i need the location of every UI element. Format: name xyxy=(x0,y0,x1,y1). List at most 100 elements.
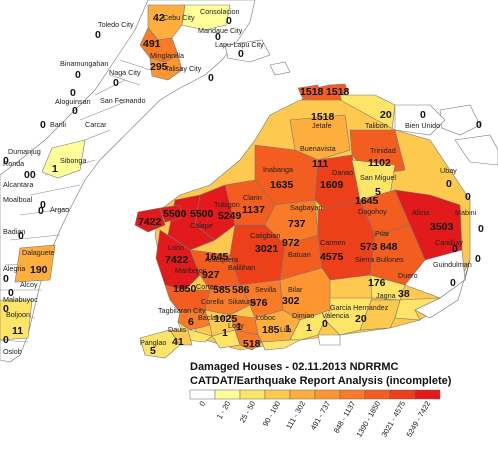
legend-swatch xyxy=(239,389,266,400)
place-label: Batuan xyxy=(288,250,311,259)
place-label: Sagbayan xyxy=(290,203,322,212)
place-label: Tubigon xyxy=(214,200,240,209)
value-label: 5500 xyxy=(163,208,187,220)
place-label: Ronda xyxy=(3,159,24,168)
legend-label: 90 - 100 xyxy=(261,400,283,428)
place-label: Sevilla xyxy=(255,285,276,294)
calape-island xyxy=(159,204,183,223)
value-label: 0 xyxy=(465,191,471,203)
value-label: 573 xyxy=(360,241,378,253)
value-label: 38 xyxy=(398,288,410,300)
legend-swatch xyxy=(414,389,441,400)
value-label: 1 xyxy=(285,323,291,335)
value-label: 927 xyxy=(202,269,220,281)
value-label: 1025 xyxy=(214,313,238,325)
valencia-area xyxy=(317,334,341,346)
value-label: 1645 xyxy=(205,251,229,263)
place-label: Jagna xyxy=(376,291,396,300)
place-label: San Miguel xyxy=(360,173,396,182)
legend-swatch xyxy=(389,389,416,400)
value-label: 4575 xyxy=(320,251,344,263)
value-label: 0 xyxy=(72,105,78,117)
place-label: Guindulman xyxy=(433,260,472,269)
legend-label: 5249 - 7422 xyxy=(404,400,432,439)
place-label: Malabuyoc xyxy=(3,295,38,304)
bien-unido-area xyxy=(394,104,446,136)
legend-swatch xyxy=(364,389,391,400)
value-label: 518 xyxy=(243,338,261,350)
place-label: Dalaguete xyxy=(22,248,55,257)
place-label: Minglanilla xyxy=(150,51,184,60)
value-label: 1137 xyxy=(242,204,265,216)
place-label: Badian xyxy=(3,227,25,236)
value-label: 1 xyxy=(222,327,228,339)
place-label: Trinidad xyxy=(370,146,396,155)
value-label: 1518 xyxy=(311,111,335,123)
place-label: Ubay xyxy=(440,166,457,175)
value-label: 302 xyxy=(282,295,300,307)
place-label: Antequera xyxy=(205,255,238,264)
place-label: Dauis xyxy=(168,325,187,334)
value-label: 0 xyxy=(3,273,9,285)
place-label: Mabini xyxy=(455,208,477,217)
loon-island-west xyxy=(134,207,166,233)
value-label: 5 xyxy=(150,345,156,357)
value-label: 0 xyxy=(95,29,101,41)
place-label: Catigbian xyxy=(250,231,280,240)
value-label: 295 xyxy=(150,61,168,73)
place-label: Barili xyxy=(50,120,66,129)
value-label: 190 xyxy=(30,264,48,276)
value-label: 0 xyxy=(3,303,9,315)
value-label: 0 xyxy=(70,87,76,99)
value-label: 41 xyxy=(172,336,184,348)
place-label: San Fernando xyxy=(100,96,146,105)
value-label: 972 xyxy=(282,237,300,249)
lila-area xyxy=(261,339,301,351)
place-label: Consolacion xyxy=(200,7,240,16)
value-label: 0 xyxy=(40,199,46,211)
sibonga-area xyxy=(41,139,86,179)
legend-swatch xyxy=(339,389,366,400)
cortes-area xyxy=(177,309,211,331)
panglao-island xyxy=(139,329,181,359)
place-label: Dagohoy xyxy=(358,207,387,216)
legend-label: 1390 - 1850 xyxy=(354,400,382,439)
value-label: 0 xyxy=(476,119,482,131)
place-label: Alegria xyxy=(3,264,25,273)
place-label: Loboc xyxy=(256,313,276,322)
place-label: Loay xyxy=(228,321,244,330)
place-label: Bilar xyxy=(288,285,303,294)
map-title-line1: Damaged Houses - 02.11.2013 NDRRMC xyxy=(190,361,399,373)
place-label: Boljoon xyxy=(6,310,30,319)
place-label: Balilihan xyxy=(228,263,255,272)
value-label: 0 xyxy=(113,77,119,89)
value-label: 1 xyxy=(52,163,58,175)
place-label: Jetafe xyxy=(312,121,332,130)
legend-swatch xyxy=(214,389,241,400)
value-label: 0 xyxy=(226,15,232,27)
legend-label: 848 - 1137 xyxy=(332,400,357,435)
place-label: Inabanga xyxy=(263,165,293,174)
place-label: Sikatuna xyxy=(228,297,256,306)
value-label: 0 xyxy=(452,243,458,255)
place-label: Talisay City xyxy=(165,64,202,73)
value-label: 1635 xyxy=(270,179,294,191)
value-label: 5 xyxy=(375,186,381,198)
value-label: 585 xyxy=(213,284,231,296)
value-label: 0 xyxy=(40,119,46,131)
value-label: 0 xyxy=(475,253,481,265)
value-label: 0 xyxy=(75,69,81,81)
place-label: Garcia Hernandez xyxy=(330,303,389,312)
value-label: 5500 xyxy=(190,208,214,220)
place-label: Lapu-Lapu City xyxy=(215,40,264,49)
value-label: 491 xyxy=(143,38,161,50)
value-label: 20 xyxy=(355,313,367,325)
place-label: Talibon xyxy=(365,121,388,130)
value-label: 20 xyxy=(380,109,392,121)
value-label: 0 xyxy=(8,287,14,299)
value-label: 0 xyxy=(215,31,221,43)
value-label: 1 xyxy=(236,321,242,333)
talisay-area xyxy=(149,54,183,81)
value-label: 0 xyxy=(238,48,244,60)
